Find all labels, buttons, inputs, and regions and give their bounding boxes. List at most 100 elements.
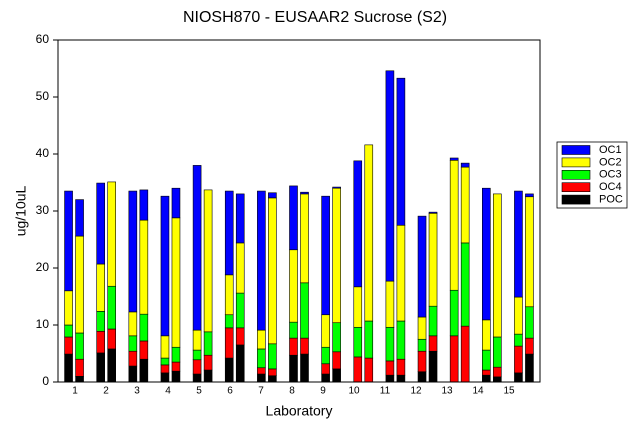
bar-segment [460,162,470,168]
bar-segment [224,357,234,383]
bar-segment [481,187,491,321]
bar-segment [428,212,438,307]
y-tick-label: 60 [36,32,50,46]
bar-segment [449,289,459,337]
bar-segment [235,242,245,294]
bar-segment [525,196,534,308]
bar-segment [289,249,298,323]
bar-segment [385,374,395,383]
bar-segment [514,345,523,374]
bar-segment [257,329,266,350]
bar-segment [385,360,395,376]
bar-segment [353,356,363,383]
bar-segment [192,349,202,361]
bar-segment [64,290,73,326]
bar-segment [396,224,406,322]
bar-segment [139,313,149,342]
chart-title: NIOSH870 - EUSAAR2 Sucrose (S2) [183,9,447,26]
bar-segment [96,182,105,265]
bar-segment [396,358,406,376]
x-tick-label: 9 [320,386,326,397]
bar-segment [332,351,341,370]
bar-segment [128,335,138,352]
bar-segment [171,361,181,372]
x-tick-label: 15 [503,386,515,397]
bar-segment [171,346,181,363]
bar-segment [525,306,534,339]
bar-segment [492,366,502,378]
bar-segment [139,189,149,221]
bar-segment [492,376,502,383]
bar-segment [224,274,234,316]
x-tick-label: 5 [196,386,202,397]
bar-segment [353,286,363,328]
bar-segment [268,343,277,370]
bar-segment [160,195,170,337]
x-tick-label: 14 [472,386,484,397]
x-tick-label: 7 [258,386,264,397]
bar-segment [268,192,277,199]
bar-segment [235,292,245,329]
bar-segment [139,219,149,315]
bar-segment [171,370,181,383]
bar-segment [300,282,309,339]
bar-segment [192,373,202,383]
bar-segment [128,311,138,337]
bar-segment [460,166,470,244]
bar-segment [321,314,330,348]
bar-segment [107,328,116,350]
bar-segment [107,348,116,383]
bar-segment [160,372,170,383]
bar-segment [75,199,84,237]
bar-segment [64,336,73,355]
legend-label: OC2 [599,156,622,168]
bar-segment [428,335,438,352]
x-tick-label: 13 [441,386,453,397]
bar-segment [428,350,438,383]
legend-label: OC3 [599,169,622,181]
bar-segment [139,340,149,360]
bar-segment [224,190,234,276]
bar-segment [364,144,374,322]
bar-segment [300,191,309,195]
x-tick-label: 11 [380,386,391,397]
legend-swatch [561,182,591,192]
bar-segment [396,374,406,383]
bar-segment [289,185,298,251]
plot-frame [57,39,541,383]
bar-segment [353,326,363,358]
bar-segment [139,358,149,383]
bar-segment [525,193,534,198]
bar-segment [449,335,459,383]
legend-label: OC1 [599,144,622,156]
bar-segment [417,338,427,352]
bar-segment [128,190,138,313]
bar-segment [235,327,245,346]
bar-segment [289,354,298,383]
bar-segment [128,350,138,367]
bar-segment [525,353,534,383]
bar-segment [160,357,170,366]
legend-label: OC4 [599,181,622,193]
x-tick-label: 2 [103,386,109,397]
bar-segment [321,346,330,365]
bar-segment [224,327,234,359]
y-tick-label: 10 [36,317,50,331]
legend-swatch [561,170,591,180]
x-tick-label: 4 [165,386,171,397]
bar-segment [364,320,374,359]
bar-segment [75,358,84,377]
bar-segment [525,337,534,355]
bar-segment [192,359,202,375]
bar-segment [192,329,202,351]
x-tick-label: 1 [72,386,78,397]
bar-segment [224,314,234,329]
bar-segment [268,197,277,345]
bar-segment [171,187,181,219]
bar-segment [332,187,341,324]
y-tick-label: 0 [42,374,49,388]
bar-segment [300,337,309,355]
x-tick-label: 3 [134,386,140,397]
bar-segment [460,242,470,327]
